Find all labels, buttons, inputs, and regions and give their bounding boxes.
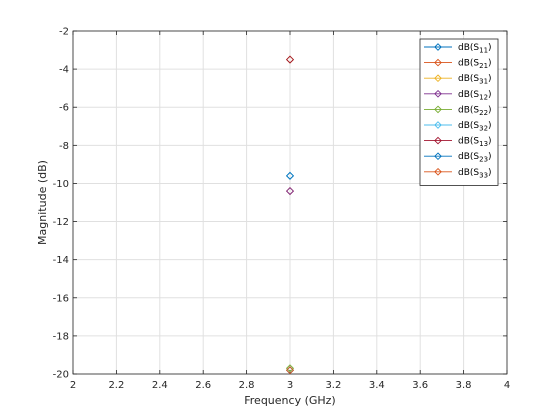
- x-tick-label: 2.2: [108, 380, 124, 391]
- legend-entry: dB(S22): [424, 105, 492, 117]
- legend-entry: dB(S23): [424, 152, 492, 164]
- legend-marker: [434, 89, 442, 98]
- legend-marker: [434, 121, 442, 129]
- series-12: [285, 187, 295, 196]
- legend-label: dB(S11): [458, 43, 492, 55]
- legend-entry: dB(S33): [424, 167, 492, 180]
- x-tick-label: 3: [287, 380, 293, 391]
- series-22: [285, 364, 295, 373]
- legend-label: dB(S12): [458, 90, 492, 102]
- y-tick-label: -4: [59, 65, 69, 76]
- legend-marker: [434, 74, 442, 83]
- y-tick-label: -12: [53, 217, 69, 228]
- legend: dB(S11) dB(S21) dB(S31) dB(S12) dB(S22) dB(S3…: [419, 38, 499, 186]
- legend-marker: [434, 167, 442, 176]
- data-point: [285, 187, 295, 196]
- legend-marker: [434, 152, 442, 161]
- data-point: [285, 364, 295, 373]
- legend-label: dB(S22): [458, 105, 492, 117]
- y-tick-label: -14: [53, 255, 69, 266]
- x-axis-label: Frequency (GHz): [244, 394, 335, 407]
- legend-entry: dB(S21): [424, 58, 492, 71]
- legend-entry: dB(S31): [424, 74, 492, 86]
- data-point: [285, 171, 295, 180]
- y-tick-label: -8: [59, 141, 69, 152]
- legend-entry: dB(S32): [424, 121, 492, 133]
- legend-entry: dB(S11): [424, 43, 492, 55]
- series-33: [285, 366, 295, 375]
- series-23: [285, 171, 295, 180]
- series-13: [285, 55, 295, 64]
- legend-label: dB(S13): [458, 137, 492, 149]
- y-tick-label: -18: [53, 331, 69, 342]
- data-point: [285, 55, 295, 64]
- data-point: [285, 366, 295, 375]
- ticks-layer: 2 2.2 2.4 2.6 2.8 3 3.2 3.4 3.6 3.8 4 -2 -4 -6 -8 -10 -1…: [53, 27, 511, 392]
- legend-label: dB(S21): [458, 59, 492, 71]
- x-tick-label: 3.2: [325, 380, 341, 391]
- legend-label: dB(S23): [458, 152, 492, 164]
- legend-entry: dB(S12): [424, 89, 492, 102]
- y-tick-label: -10: [53, 179, 69, 190]
- legend-label: dB(S33): [458, 168, 492, 180]
- x-tick-label: 2.8: [239, 380, 255, 391]
- x-tick-label: 3.4: [369, 380, 385, 391]
- x-tick-label: 2.6: [195, 380, 211, 391]
- legend-marker: [434, 105, 442, 114]
- legend-entry: dB(S13): [424, 136, 492, 149]
- legend-label: dB(S31): [458, 74, 492, 86]
- y-axis-label: Magnitude (dB): [36, 160, 49, 245]
- x-tick-label: 2: [70, 380, 76, 391]
- legend-label: dB(S32): [458, 121, 492, 133]
- legend-box: [419, 38, 499, 186]
- x-tick-label: 3.6: [412, 380, 428, 391]
- y-tick-label: -2: [59, 27, 69, 38]
- legend-marker: [434, 43, 442, 51]
- data-layer: [285, 55, 295, 375]
- x-tick-label: 2.4: [152, 380, 168, 391]
- legend-marker: [434, 58, 442, 67]
- legend-marker: [434, 136, 442, 145]
- x-tick-label: 4: [504, 380, 510, 391]
- y-tick-label: -6: [59, 103, 69, 114]
- x-tick-label: 3.8: [456, 380, 472, 391]
- y-tick-label: -16: [53, 293, 69, 304]
- y-tick-label: -20: [53, 370, 69, 381]
